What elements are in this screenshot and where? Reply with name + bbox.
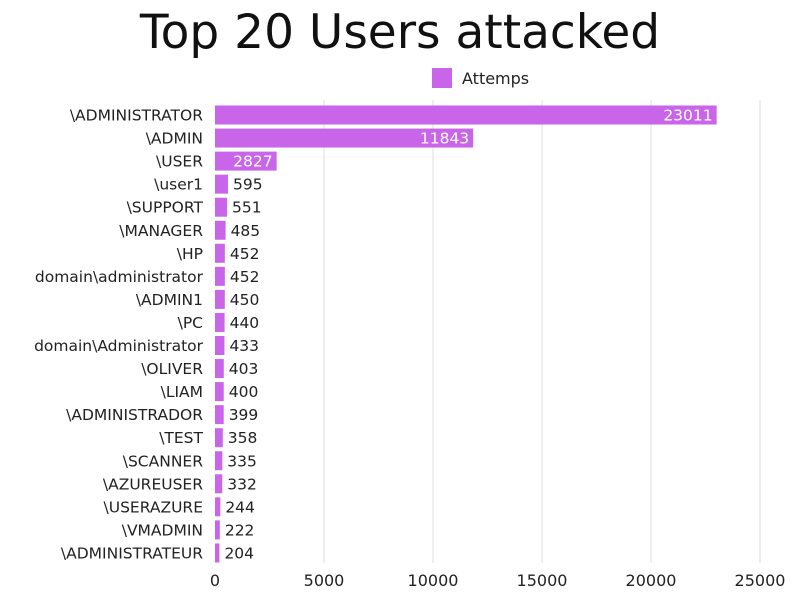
- value-label: 452: [230, 268, 260, 286]
- value-label: 595: [233, 176, 263, 194]
- gridlines: [323, 100, 761, 563]
- category-label: \SUPPORT: [127, 199, 204, 217]
- value-label: 399: [229, 406, 259, 424]
- value-label: 440: [230, 314, 260, 332]
- bars: [215, 105, 717, 563]
- value-label: 403: [229, 360, 259, 378]
- bar: [215, 336, 225, 355]
- category-labels: \ADMINISTRATOR \ADMIN \USER \user1 \SUPPORT \…: [34, 107, 204, 563]
- x-tick-label: 25000: [735, 571, 786, 590]
- category-label: \MANAGER: [119, 222, 203, 240]
- bar: [215, 451, 223, 471]
- value-label: 358: [228, 429, 258, 447]
- bar: [215, 243, 225, 263]
- category-label: \LIAM: [161, 383, 203, 401]
- category-label: domain\administrator: [35, 268, 204, 286]
- chart-title: Top 20 Users attacked: [139, 5, 661, 60]
- category-label: \ADMIN1: [136, 291, 203, 309]
- bar: [215, 428, 223, 448]
- legend-swatch: [432, 68, 452, 88]
- category-label: \HP: [177, 245, 203, 263]
- bar: [215, 128, 474, 148]
- category-label: \USER: [156, 153, 203, 171]
- bar: [215, 543, 220, 563]
- value-label: 400: [229, 383, 259, 401]
- value-label: 485: [231, 222, 261, 240]
- legend-label: Attemps: [462, 68, 530, 88]
- bar: [215, 520, 220, 540]
- category-label: \ADMINISTRATOR: [70, 107, 203, 125]
- category-label: \VMADMIN: [122, 521, 203, 539]
- legend: Attemps: [432, 66, 529, 90]
- bar: [215, 359, 224, 379]
- value-label: 551: [232, 199, 262, 217]
- category-label: \ADMINISTRADOR: [66, 406, 203, 424]
- value-label: 2827: [233, 153, 272, 171]
- value-label: 332: [227, 475, 257, 493]
- category-label: \AZUREUSER: [103, 475, 203, 493]
- bar: [215, 220, 226, 240]
- x-tick-label: 20000: [626, 571, 677, 590]
- value-label: 11843: [420, 130, 469, 148]
- category-label: domain\Administrator: [34, 337, 204, 355]
- value-label: 452: [230, 245, 260, 263]
- value-label: 23011: [663, 107, 712, 125]
- value-label: 244: [225, 498, 255, 516]
- value-label: 433: [229, 337, 259, 355]
- value-label: 335: [227, 452, 257, 470]
- bar: [215, 312, 225, 332]
- category-label: \ADMIN: [146, 130, 203, 148]
- x-tick-label: 5000: [304, 571, 345, 590]
- category-label: \USERAZURE: [104, 498, 203, 516]
- bar: [215, 405, 224, 425]
- bar: [215, 151, 277, 171]
- x-axis-ticks: 0 5000 10000 15000 20000 25000: [210, 571, 786, 590]
- bar: [215, 266, 225, 286]
- value-label: 450: [230, 291, 260, 309]
- category-label: \user1: [154, 176, 203, 194]
- x-tick-label: 15000: [517, 571, 568, 590]
- bar: [215, 289, 225, 309]
- category-label: \ADMINISTRATEUR: [61, 544, 203, 562]
- bar: [215, 474, 223, 494]
- bar: [215, 197, 228, 217]
- category-label: \PC: [178, 314, 203, 332]
- bar: [215, 497, 221, 517]
- value-label: 222: [225, 521, 255, 539]
- x-tick-label: 0: [210, 571, 220, 590]
- value-label: 204: [224, 544, 254, 562]
- bar: [215, 174, 228, 194]
- category-label: \SCANNER: [123, 452, 203, 470]
- value-labels: 23011 11843 2827 595 551 485 452 452 450 440 433 40…: [224, 107, 712, 563]
- bar: [215, 105, 717, 125]
- x-tick-label: 10000: [408, 571, 459, 590]
- category-label: \TEST: [159, 429, 203, 447]
- bar: [215, 382, 224, 402]
- category-label: \OLIVER: [141, 360, 203, 378]
